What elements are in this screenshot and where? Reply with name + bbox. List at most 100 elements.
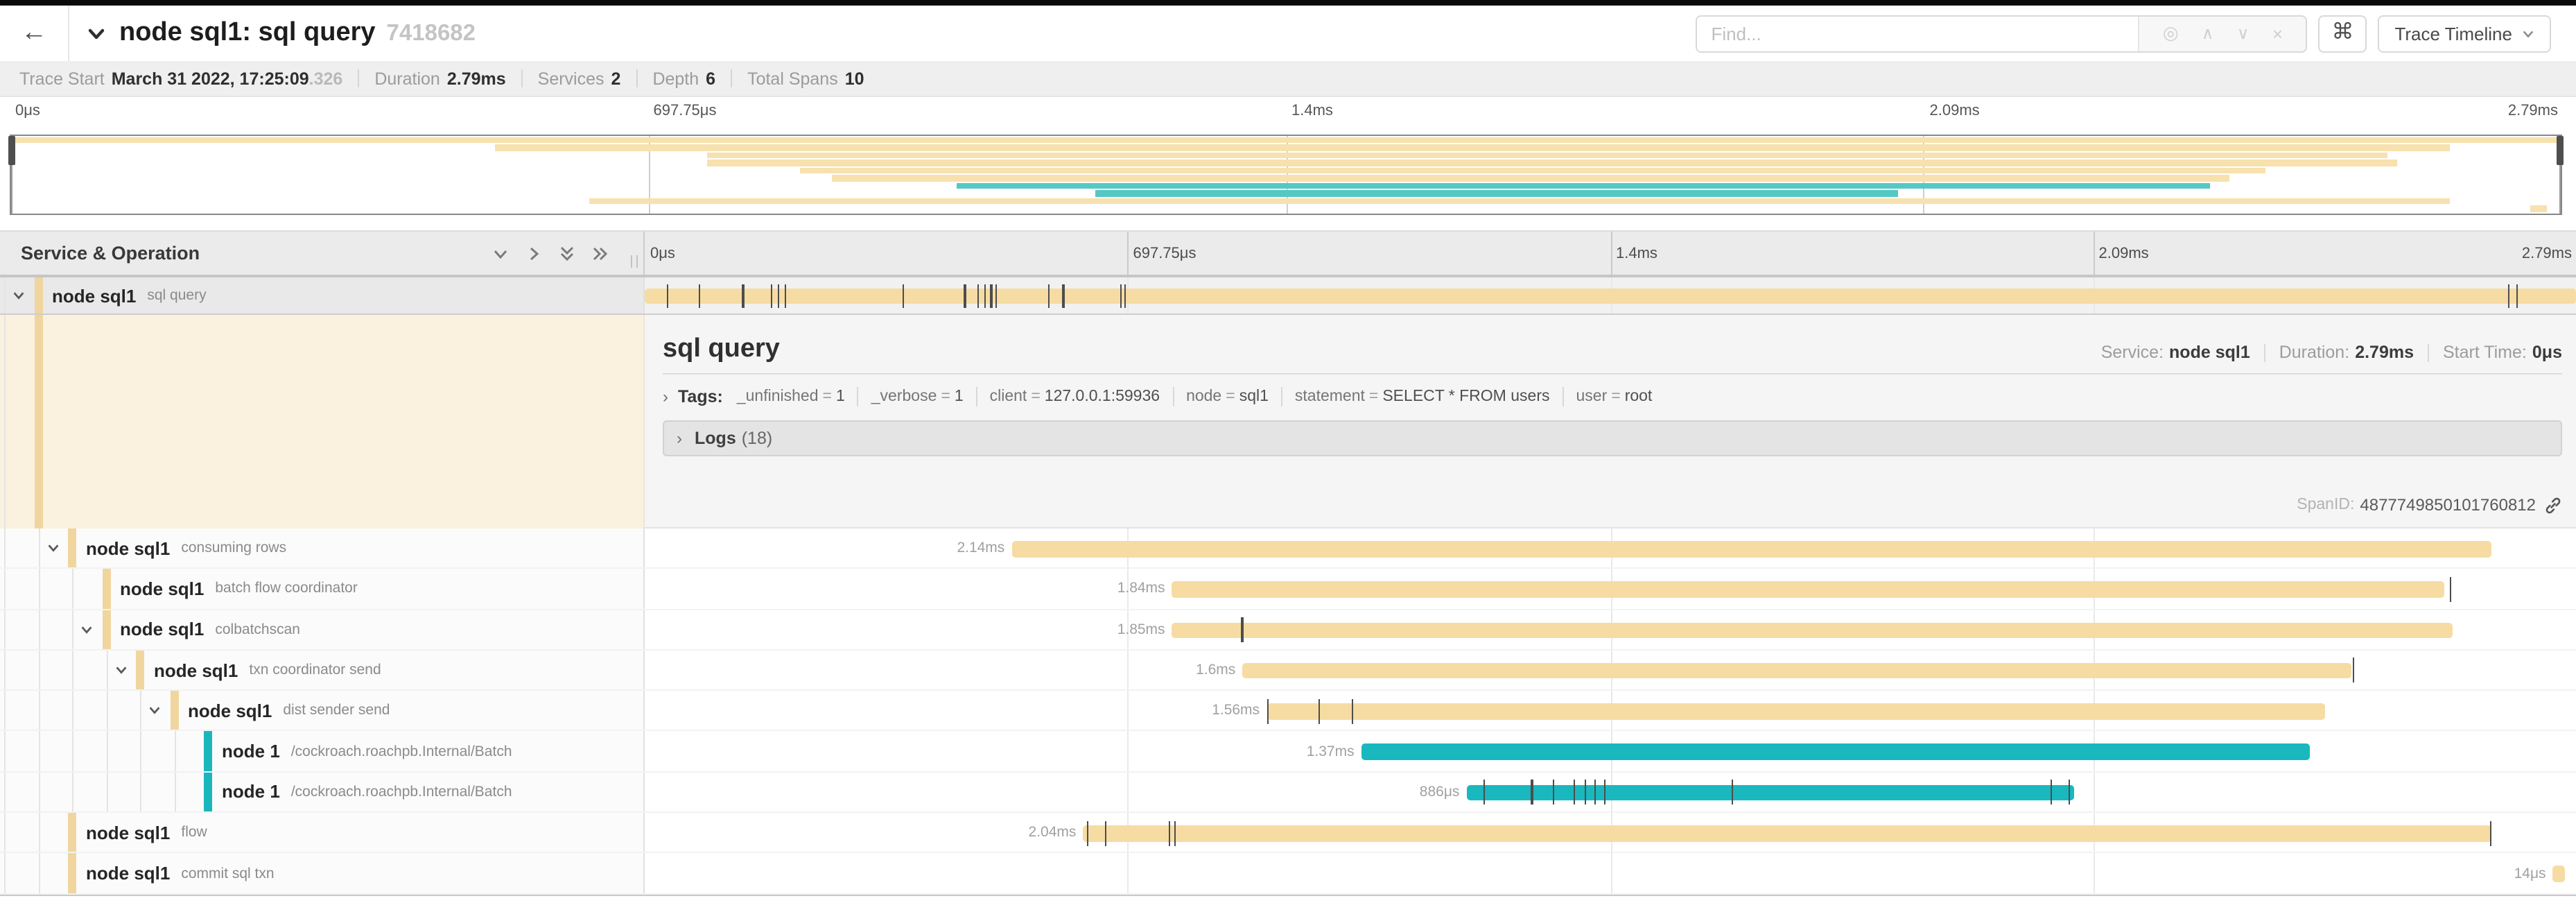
prev-match-icon[interactable]: ∧ [2201, 24, 2214, 43]
back-button[interactable]: ← [0, 6, 69, 61]
span-log-marker[interactable] [1120, 284, 1122, 308]
span-bar[interactable] [1242, 662, 2352, 679]
trace-view-selector-button[interactable]: Trace Timeline [2378, 15, 2551, 52]
span-log-marker[interactable] [990, 284, 993, 308]
total-spans-value: 10 [844, 69, 864, 88]
span-bar[interactable] [1083, 825, 2492, 842]
logs-expand-chevron-icon[interactable]: › [677, 429, 682, 448]
span-timeline-cell[interactable]: 1.56ms [645, 691, 2576, 730]
expand-one-icon[interactable] [524, 243, 543, 263]
span-name-cell[interactable]: node 1/cockroach.roachpb.Internal/Batch [0, 772, 645, 812]
span-log-marker[interactable] [1732, 780, 1734, 805]
span-timeline-cell[interactable]: 886μs [645, 772, 2576, 812]
tags-row[interactable]: › Tags: _unfinished = 1 _verbose = 1 client = 12… [645, 375, 2576, 406]
span-log-marker[interactable] [1047, 284, 1050, 308]
span-log-marker[interactable] [2508, 284, 2510, 308]
span-log-marker[interactable] [1552, 780, 1554, 805]
minimap-canvas[interactable] [8, 135, 2563, 215]
span-bar[interactable] [1011, 541, 2492, 557]
span-log-marker[interactable] [2449, 576, 2451, 602]
expand-all-icon[interactable] [591, 243, 610, 263]
tags-label[interactable]: Tags: [678, 387, 723, 406]
keyboard-shortcuts-button[interactable]: ⌘ [2318, 15, 2367, 52]
span-log-marker[interactable] [1531, 780, 1533, 805]
span-log-marker[interactable] [1086, 820, 1089, 846]
span-log-marker[interactable] [2353, 657, 2355, 683]
span-log-marker[interactable] [984, 284, 986, 308]
tags-expand-chevron-icon[interactable]: › [663, 387, 668, 406]
span-log-marker[interactable] [1594, 780, 1596, 805]
span-bar[interactable] [645, 288, 2576, 304]
span-name-cell[interactable]: node sql1 sql query [0, 277, 645, 313]
span-log-marker[interactable] [1174, 820, 1176, 846]
span-log-marker[interactable] [2068, 780, 2070, 805]
span-name-cell[interactable]: node 1/cockroach.roachpb.Internal/Batch [0, 731, 645, 771]
column-resizer-grip[interactable] [630, 255, 638, 268]
clear-find-icon[interactable]: × [2272, 23, 2283, 44]
span-bar[interactable] [1172, 622, 2453, 639]
find-input[interactable] [1697, 16, 2139, 51]
span-log-marker[interactable] [777, 284, 779, 308]
span-name-cell[interactable]: node sql1 commit sql txn [0, 853, 645, 893]
span-children-chevron-icon[interactable] [147, 703, 162, 719]
span-timeline-cell[interactable]: 1.85ms [645, 610, 2576, 649]
span-log-marker[interactable] [1584, 780, 1586, 805]
span-log-marker[interactable] [2051, 780, 2053, 805]
collapse-all-icon[interactable] [557, 243, 577, 263]
span-log-marker[interactable] [1319, 698, 1321, 724]
span-name-cell[interactable]: node sql1 flow [0, 813, 645, 852]
span-children-chevron-icon[interactable] [79, 621, 94, 637]
span-log-marker[interactable] [784, 284, 787, 308]
span-log-marker[interactable] [977, 284, 979, 308]
span-bar[interactable] [1267, 703, 2325, 720]
minimap-left-scrubber[interactable] [8, 136, 15, 214]
span-children-chevron-icon[interactable] [113, 662, 128, 678]
span-children-chevron-icon[interactable] [45, 540, 60, 556]
span-timeline-cell[interactable]: 2.14ms [645, 528, 2576, 568]
span-log-marker[interactable] [1062, 284, 1065, 308]
span-log-marker[interactable] [1574, 780, 1576, 805]
span-log-marker[interactable] [2516, 284, 2518, 308]
span-log-marker[interactable] [1241, 617, 1244, 643]
left-scrubber-grip[interactable] [8, 136, 15, 165]
span-bar[interactable] [2552, 866, 2566, 882]
span-bar[interactable] [1361, 743, 2310, 760]
span-log-marker[interactable] [1104, 820, 1106, 846]
span-log-marker[interactable] [699, 284, 701, 308]
collapse-one-icon[interactable] [491, 243, 510, 263]
span-log-marker[interactable] [1351, 698, 1354, 724]
span-log-marker[interactable] [1168, 820, 1170, 846]
logs-row[interactable]: › Logs (18) [663, 420, 2562, 456]
span-name-cell[interactable]: node sql1 colbatchscan [0, 610, 645, 649]
span-name-cell[interactable]: node sql1 dist sender send [0, 691, 645, 730]
span-timeline-cell[interactable]: 2.04ms [645, 813, 2576, 852]
span-bar[interactable] [1172, 581, 2445, 598]
span-log-marker[interactable] [995, 284, 998, 308]
span-timeline-cell[interactable] [645, 277, 2576, 313]
span-timeline-cell[interactable]: 14μs [645, 853, 2576, 893]
right-scrubber-grip[interactable] [2557, 136, 2563, 165]
span-timeline-cell[interactable]: 1.84ms [645, 569, 2576, 609]
next-match-icon[interactable]: ∨ [2236, 24, 2249, 43]
span-log-marker[interactable] [667, 284, 669, 308]
span-log-marker[interactable] [964, 284, 966, 308]
span-log-marker[interactable] [742, 284, 745, 308]
span-log-marker[interactable] [1124, 284, 1126, 308]
span-log-marker[interactable] [1603, 780, 1605, 805]
deep-link-icon[interactable] [2544, 496, 2562, 514]
span-timeline-cell[interactable]: 1.6ms [645, 650, 2576, 690]
collapse-trace-chevron-icon[interactable] [86, 23, 107, 44]
span-name-cell[interactable]: node sql1 batch flow coordinator [0, 569, 645, 609]
span-log-marker[interactable] [1267, 698, 1269, 724]
span-bar[interactable] [1466, 784, 2074, 801]
span-log-marker[interactable] [902, 284, 905, 308]
span-name-cell[interactable]: node sql1 txn coordinator send [0, 650, 645, 690]
span-name-cell[interactable]: node sql1 consuming rows [0, 528, 645, 568]
span-log-marker[interactable] [1483, 780, 1485, 805]
minimap-right-scrubber[interactable] [2557, 136, 2563, 214]
match-target-icon[interactable]: ◎ [2162, 22, 2179, 43]
span-timeline-cell[interactable]: 1.37ms [645, 731, 2576, 771]
span-children-chevron-icon[interactable] [11, 288, 26, 303]
span-log-marker[interactable] [2490, 820, 2492, 846]
span-log-marker[interactable] [770, 284, 772, 308]
